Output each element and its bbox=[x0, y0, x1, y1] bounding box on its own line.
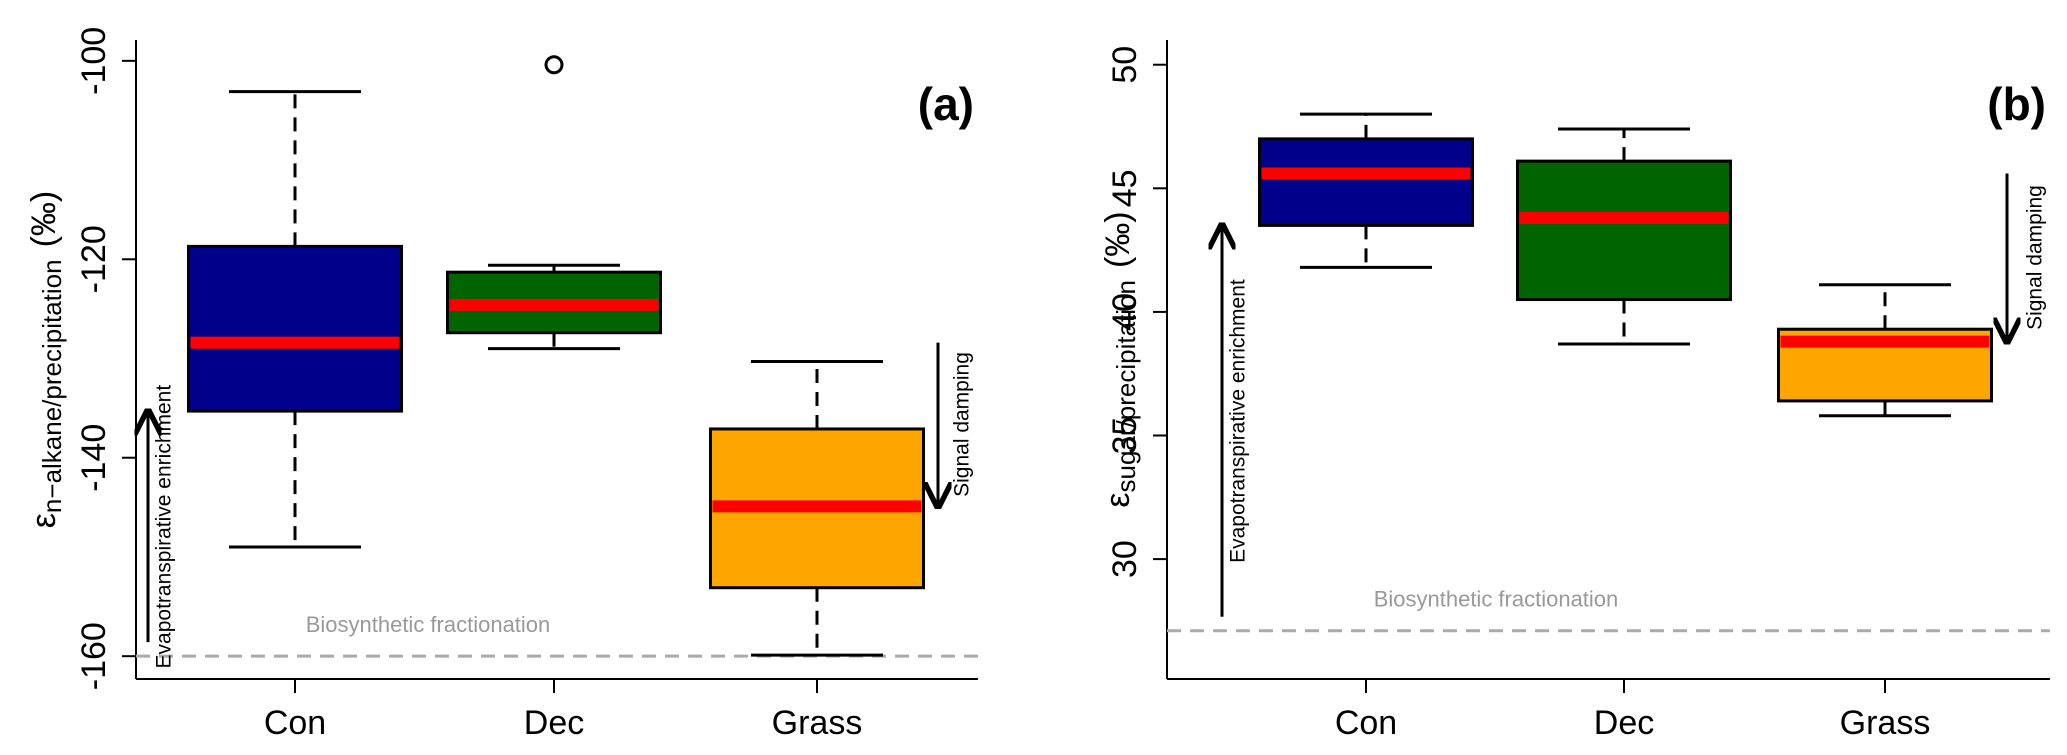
x-tick-label: Con bbox=[264, 704, 326, 742]
enrichment-label: Evapotranspirative enrichment bbox=[153, 385, 176, 669]
y-label-subscript: n−alkane/precipitation bbox=[37, 259, 67, 513]
x-tick-label: Grass bbox=[1840, 704, 1931, 742]
reference-label: Biosynthetic fractionation bbox=[306, 612, 551, 637]
y-label-subscript: sugar/precipitation bbox=[1111, 280, 1141, 492]
y-axis-label: εsugar/precipitation (‰) bbox=[1099, 211, 1141, 507]
panel-label: (b) bbox=[1987, 78, 2046, 130]
outlier bbox=[544, 55, 564, 75]
y-tick-label: -120 bbox=[75, 225, 113, 293]
y-tick-label: 45 bbox=[1106, 169, 1144, 207]
box bbox=[1258, 137, 1474, 227]
box bbox=[187, 244, 403, 413]
y-tick-label: 50 bbox=[1106, 46, 1144, 84]
x-tick-label: Dec bbox=[524, 704, 584, 742]
y-axis-label: εn−alkane/precipitation (‰) bbox=[25, 191, 67, 529]
box bbox=[1516, 159, 1732, 302]
y-tick-label: -160 bbox=[75, 622, 113, 690]
y-label-symbol: ε bbox=[1099, 492, 1137, 507]
y-tick-label: 40 bbox=[1106, 293, 1144, 331]
y-tick-label: -140 bbox=[75, 424, 113, 492]
damping-label: Signal damping bbox=[2024, 185, 2047, 330]
y-label-unit: (‰) bbox=[25, 191, 63, 248]
x-tick-label: Dec bbox=[1594, 704, 1654, 742]
panel-label: (a) bbox=[918, 78, 974, 130]
y-label-symbol: ε bbox=[25, 513, 63, 528]
y-label-unit: (‰) bbox=[1099, 211, 1137, 268]
x-tick-label: Grass bbox=[772, 704, 863, 742]
y-tick-label: 30 bbox=[1106, 540, 1144, 578]
y-tick-label: 35 bbox=[1106, 417, 1144, 455]
enrichment-label: Evapotranspirative enrichment bbox=[1227, 279, 1250, 563]
y-tick-label: -100 bbox=[75, 27, 113, 95]
reference-label: Biosynthetic fractionation bbox=[1374, 587, 1619, 612]
x-tick-label: Con bbox=[1335, 704, 1397, 742]
damping-label: Signal damping bbox=[951, 352, 974, 497]
